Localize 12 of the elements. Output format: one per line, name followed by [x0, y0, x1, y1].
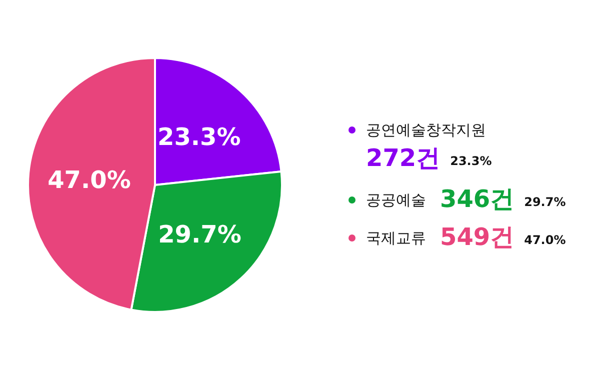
- text: 23.3%: [450, 154, 492, 168]
- text: 47.0%: [524, 233, 566, 247]
- legend-label: 공연예술창작지원: [366, 121, 486, 139]
- legend-label: 공공예술: [366, 191, 426, 209]
- data-label: 47.0%: [48, 166, 131, 194]
- text: 29.7%: [524, 195, 566, 209]
- text: 272건: [366, 144, 440, 172]
- text: 549건: [440, 223, 514, 251]
- legend-label: 국제교류: [366, 229, 426, 247]
- data-label: 29.7%: [158, 220, 242, 249]
- text: 346건: [440, 185, 514, 213]
- data-label: 23.3%: [158, 122, 241, 151]
